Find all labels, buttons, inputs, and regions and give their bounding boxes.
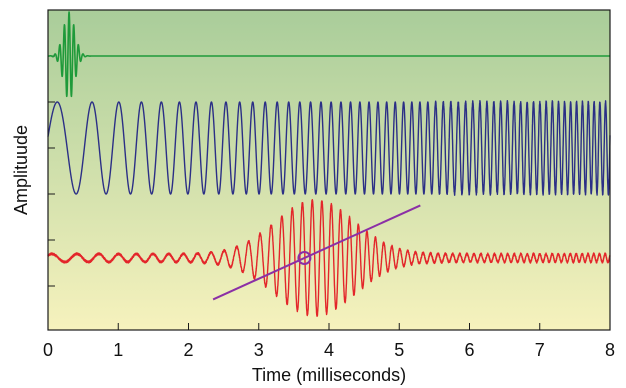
x-tick-label: 3 — [254, 340, 264, 360]
series-group — [47, 11, 611, 317]
x-tick-label: 4 — [324, 340, 334, 360]
x-tick-label: 5 — [394, 340, 404, 360]
x-tick-label: 7 — [535, 340, 545, 360]
annotation-circle — [297, 251, 312, 265]
annotation-group — [212, 204, 421, 301]
plot-frame — [47, 9, 611, 331]
x-tick-label: 1 — [113, 340, 123, 360]
x-tick-labels: 0 1 2 3 4 5 6 7 8 — [43, 340, 615, 360]
series-green-pulse — [47, 11, 611, 98]
series-red-packet — [47, 198, 611, 317]
x-tick-label: 2 — [183, 340, 193, 360]
x-axis-label: Time (milliseconds) — [252, 365, 406, 385]
x-tick-label: 8 — [605, 340, 615, 360]
x-tick-label: 6 — [464, 340, 474, 360]
series-blue-chirp — [47, 100, 611, 196]
x-tick-label: 0 — [43, 340, 53, 360]
annotation-line — [212, 204, 421, 301]
y-axis-label: Amplituude — [11, 125, 31, 215]
